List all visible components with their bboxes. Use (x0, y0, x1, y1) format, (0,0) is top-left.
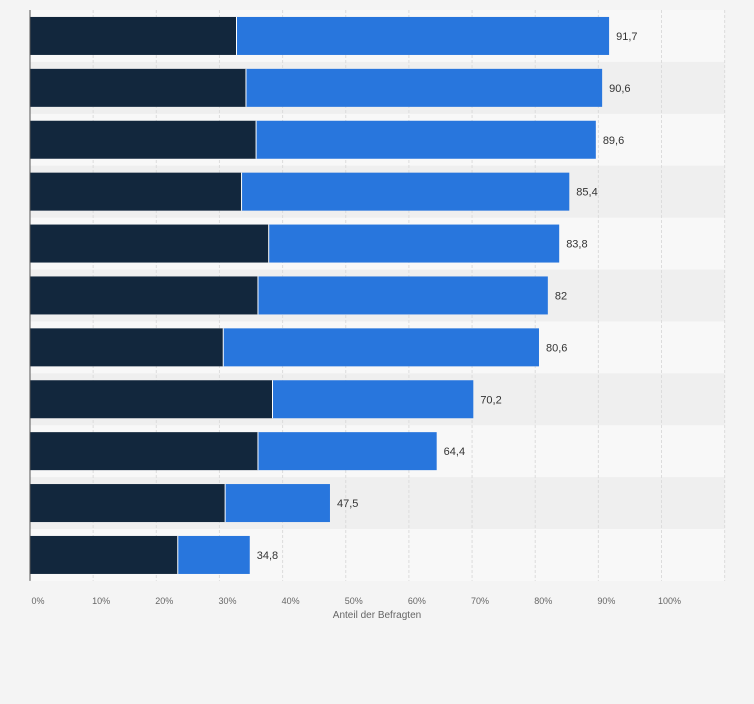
bar-value-label: 34,8 (257, 550, 278, 562)
x-tick-label: 70% (471, 596, 489, 606)
bar-value-label: 47,5 (337, 498, 358, 510)
bar-value-label: 83,8 (566, 239, 587, 251)
bar-segment-dark (30, 16, 237, 55)
bar-segment-light (236, 16, 610, 55)
value-labels: 91,7 90,6 89,6 85,4 83,8 82 80,6 70,2 64,4 47,5 34… (257, 31, 638, 562)
x-tick-label: 60% (408, 596, 426, 606)
bar-segment-dark (30, 328, 224, 367)
bar-segment-dark (30, 172, 242, 211)
bar-segment-light (257, 276, 548, 315)
x-tick-label: 100% (658, 596, 681, 606)
bar-value-label: 89,6 (603, 135, 624, 147)
bar-segment-light (241, 172, 570, 211)
bar-segment-light (256, 120, 596, 159)
bar-value-label: 70,2 (480, 394, 501, 406)
x-axis-title: Anteil der Befragten (333, 610, 421, 621)
bars (30, 16, 610, 574)
bar-value-label: 91,7 (616, 31, 637, 43)
x-tick-label: 0% (31, 596, 44, 606)
bar-segment-dark (30, 120, 257, 159)
bar-segment-dark (30, 432, 258, 471)
x-tick-label: 20% (155, 596, 173, 606)
bar-segment-light (257, 432, 437, 471)
x-tick-label: 80% (534, 596, 552, 606)
x-tick-label: 30% (218, 596, 236, 606)
bar-segment-dark (30, 224, 269, 263)
x-tick-label: 90% (597, 596, 615, 606)
bar-segment-dark (30, 484, 226, 523)
bar-segment-light (225, 484, 330, 523)
bar-segment-dark (30, 68, 246, 107)
bar-value-label: 82 (555, 290, 567, 302)
x-axis: 0% 10% 20% 30% 40% 50% 60% 70% 80% 90% 100% (29, 10, 681, 606)
x-tick-label: 10% (92, 596, 110, 606)
bar-segment-light (177, 535, 250, 574)
bar-segment-light (268, 224, 560, 263)
bar-segment-light (245, 68, 603, 107)
bar-value-label: 85,4 (576, 187, 597, 199)
bar-value-label: 80,6 (546, 342, 567, 354)
bar-segment-dark (30, 276, 258, 315)
bar-segment-dark (30, 380, 273, 419)
bar-value-label: 64,4 (444, 446, 465, 458)
bar-value-label: 90,6 (609, 83, 630, 95)
bar-segment-light (272, 380, 474, 419)
x-tick-label: 50% (345, 596, 363, 606)
bar-segment-dark (30, 535, 178, 574)
bar-segment-light (223, 328, 539, 367)
x-tick-label: 40% (282, 596, 300, 606)
